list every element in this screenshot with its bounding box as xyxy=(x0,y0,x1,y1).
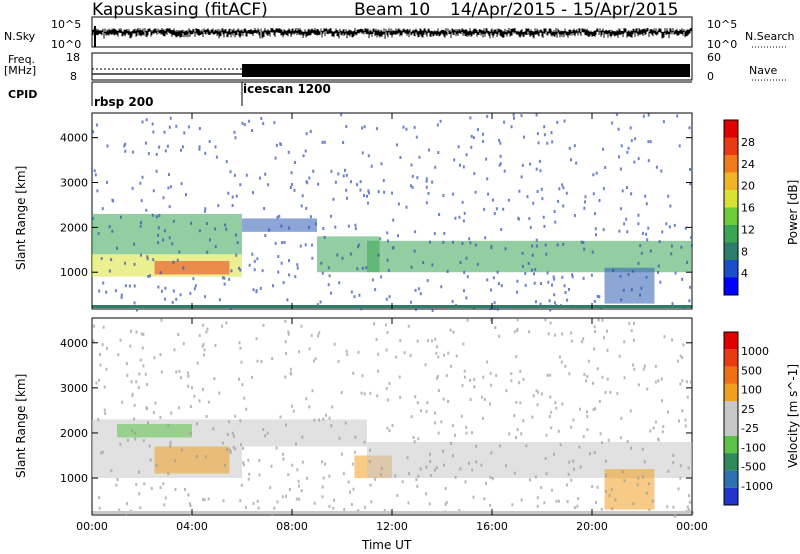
station-title: Kapuskasing (fitACF) xyxy=(92,0,268,20)
nave-label: Nave xyxy=(749,64,778,77)
panel1-region-3 xyxy=(154,261,230,275)
power-colorbar-seg-6 xyxy=(724,190,738,208)
velocity-colorbar-seg-8 xyxy=(724,366,738,384)
velocity-colorbar-tick-2: 500 xyxy=(741,364,762,377)
nave-tick-top: 60 xyxy=(707,51,721,64)
freq-unit: [MHz] xyxy=(4,64,37,77)
power-colorbar-tick-7: 28 xyxy=(741,136,755,149)
x-axis-label: Time UT xyxy=(362,538,412,552)
velocity-colorbar-seg-7 xyxy=(724,383,738,402)
panel2-ytick-label-1: 1000 xyxy=(60,472,88,485)
velocity-colorbar-seg-6 xyxy=(724,401,738,419)
beam-label: Beam 10 xyxy=(354,0,431,20)
panel1-ytick-label-4: 4000 xyxy=(60,132,88,145)
cpid-label: CPID xyxy=(8,88,38,101)
x-tick-label-7: 00:00 xyxy=(676,520,708,533)
velocity-colorbar-seg-10 xyxy=(724,332,738,350)
nsearch-tick-top: 10^5 xyxy=(707,18,738,31)
x-tick-label-4: 12:00 xyxy=(376,520,408,533)
power-colorbar-seg-8 xyxy=(724,155,738,173)
power-colorbar-seg-5 xyxy=(724,207,738,225)
panel2-region-7 xyxy=(604,469,655,510)
date-range: 14/Apr/2015 - 15/Apr/2015 xyxy=(450,0,679,20)
x-tick-label-1: 00:00 xyxy=(76,520,108,533)
velocity-colorbar-seg-2 xyxy=(724,470,738,488)
cpid-block-2: icescan 1200 xyxy=(243,82,331,96)
velocity-colorbar-tick-8: -1000 xyxy=(741,480,773,493)
x-tick-label-6: 20:00 xyxy=(576,520,608,533)
panel1-ytick-label-2: 2000 xyxy=(60,221,88,234)
panel1-region-6 xyxy=(367,240,692,273)
velocity-colorbar-tick-3: 100 xyxy=(741,384,762,397)
freq-tick-bottom: 8 xyxy=(70,70,77,83)
panel1-ytick-label-3: 3000 xyxy=(60,177,88,190)
panel1-region-4 xyxy=(242,218,317,232)
power-colorbar-seg-7 xyxy=(724,172,738,190)
power-colorbar-tick-1: 4 xyxy=(741,267,748,280)
nave-tick-bottom: 0 xyxy=(707,70,714,83)
velocity-colorbar-tick-1: 1000 xyxy=(741,345,769,358)
nsky-trace xyxy=(92,28,692,39)
velocity-colorbar-seg-9 xyxy=(724,349,738,367)
velocity-colorbar-seg-5 xyxy=(724,418,738,436)
freq-strip-frame xyxy=(91,52,693,81)
x-tick-label-2: 04:00 xyxy=(176,520,208,533)
freq-tick-top: 18 xyxy=(66,51,80,64)
velocity-colorbar-frame xyxy=(723,331,739,506)
x-tick-label-3: 08:00 xyxy=(276,520,308,533)
panel2-ytick-label-3: 3000 xyxy=(60,382,88,395)
panel2-region-4 xyxy=(242,419,367,447)
nsky-tick-top: 10^5 xyxy=(51,18,82,31)
x-tick-label-5: 16:00 xyxy=(476,520,508,533)
panel2-region-3 xyxy=(154,446,230,474)
velocity-colorbar-tick-4: 25 xyxy=(741,403,755,416)
velocity-colorbar-seg-3 xyxy=(724,453,738,471)
power-colorbar-tick-3: 12 xyxy=(741,223,755,236)
cpid-block-1: rbsp 200 xyxy=(94,95,154,109)
power-colorbar-seg-3 xyxy=(724,242,738,260)
nsky-strip-frame xyxy=(91,16,693,48)
power-colorbar-seg-10 xyxy=(724,120,738,138)
velocity-colorbar-tick-5: -25 xyxy=(741,422,759,435)
nsky-tick-bottom: 10^0 xyxy=(51,38,82,51)
power-colorbar-tick-5: 20 xyxy=(741,180,755,193)
nsearch-label: N.Search xyxy=(745,30,795,43)
power-colorbar-tick-4: 16 xyxy=(741,202,755,215)
power-colorbar-seg-9 xyxy=(724,137,738,155)
panel1-ytick-label-1: 1000 xyxy=(60,266,88,279)
panel1-frame xyxy=(91,112,693,310)
freq-trace-late xyxy=(242,64,690,77)
nsearch-tick-bottom: 10^0 xyxy=(707,38,738,51)
panel2-frame xyxy=(91,317,693,516)
power-colorbar-seg-4 xyxy=(724,225,738,243)
velocity-colorbar-seg-1 xyxy=(724,487,738,505)
panel2-ytick-label-4: 4000 xyxy=(60,337,88,350)
power-colorbar-tick-2: 8 xyxy=(741,245,748,258)
power-colorbar-seg-1 xyxy=(724,277,738,295)
velocity-colorbar-tick-7: -500 xyxy=(741,461,766,474)
power-colorbar-tick-6: 24 xyxy=(741,158,755,171)
panel1-region-1 xyxy=(92,213,242,255)
velocity-colorbar-seg-4 xyxy=(724,435,738,454)
velocity-colorbar-tick-6: -100 xyxy=(741,441,766,454)
freq-label: Freq. xyxy=(8,53,36,66)
power-colorbar-frame xyxy=(723,119,739,296)
nsky-label: N.Sky xyxy=(4,30,36,43)
power-colorbar-seg-2 xyxy=(724,260,738,278)
panel2-region-2 xyxy=(117,423,192,438)
panel2-ytick-label-2: 2000 xyxy=(60,427,88,440)
